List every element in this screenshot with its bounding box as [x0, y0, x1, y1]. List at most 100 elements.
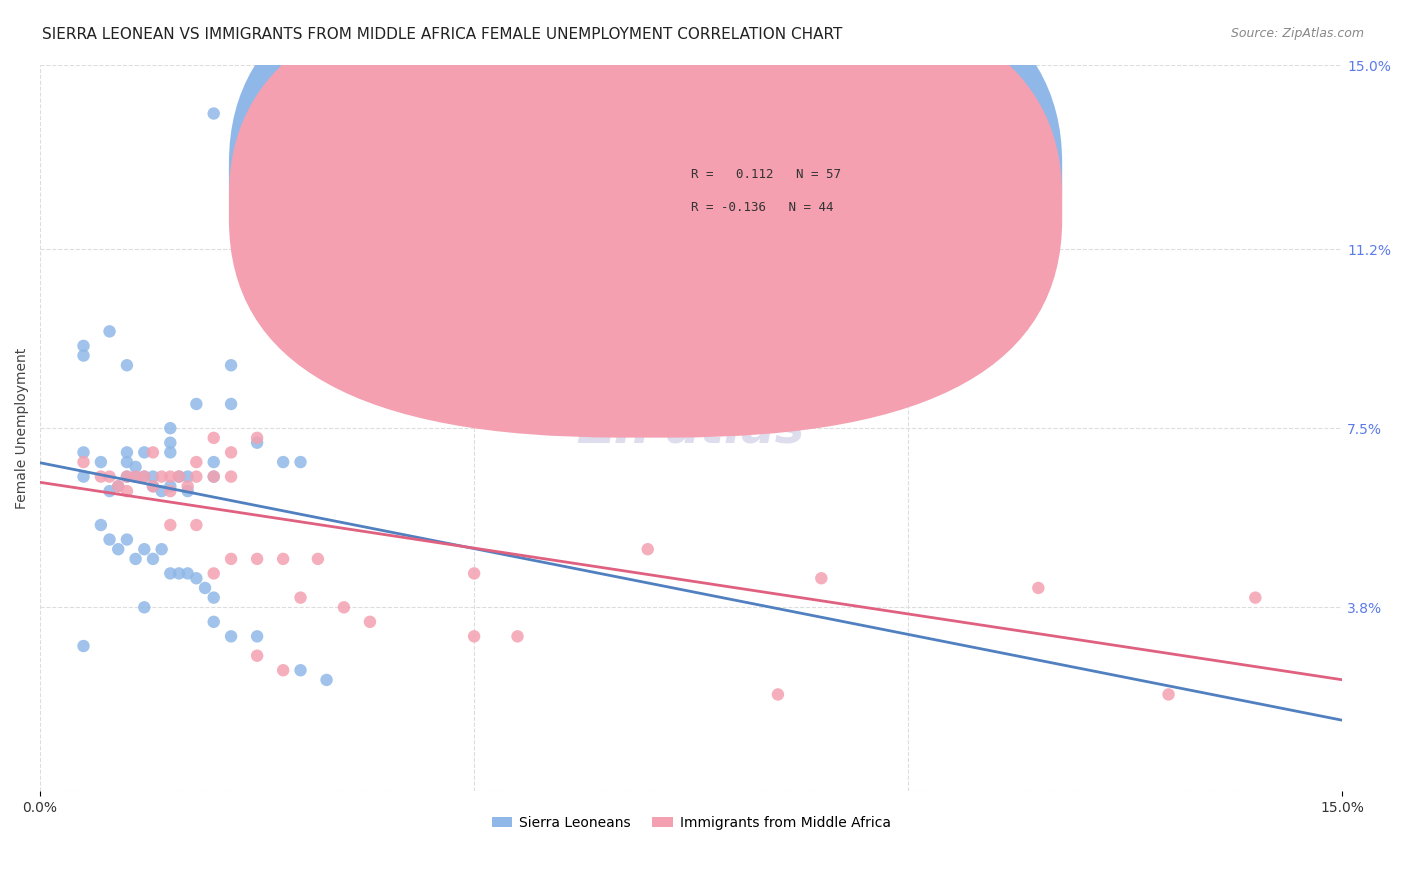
- Point: [159, 469, 181, 483]
- Point: [810, 571, 832, 585]
- Point: [159, 566, 181, 581]
- Point: [115, 445, 138, 459]
- Point: [219, 397, 242, 411]
- Point: [115, 484, 138, 499]
- Point: [290, 663, 312, 677]
- Point: [271, 552, 294, 566]
- Point: [463, 566, 485, 581]
- Point: [134, 469, 156, 483]
- Point: [359, 615, 381, 629]
- Point: [167, 469, 190, 483]
- Point: [186, 571, 208, 585]
- Point: [115, 469, 138, 483]
- Point: [1028, 581, 1050, 595]
- Point: [307, 552, 329, 566]
- Point: [150, 469, 173, 483]
- Point: [637, 542, 659, 557]
- Point: [90, 518, 112, 533]
- Point: [159, 484, 181, 499]
- Point: [202, 106, 225, 120]
- Point: [219, 552, 242, 566]
- Point: [219, 445, 242, 459]
- Point: [142, 552, 165, 566]
- Point: [98, 469, 121, 483]
- Point: [186, 469, 208, 483]
- Point: [72, 339, 94, 353]
- Point: [202, 469, 225, 483]
- Point: [186, 397, 208, 411]
- Point: [290, 591, 312, 605]
- Point: [72, 445, 94, 459]
- Legend: Sierra Leoneans, Immigrants from Middle Africa: Sierra Leoneans, Immigrants from Middle …: [486, 810, 896, 835]
- Text: ZIPatlas: ZIPatlas: [578, 404, 804, 452]
- Point: [219, 358, 242, 372]
- Point: [107, 479, 129, 493]
- Point: [124, 459, 146, 474]
- Point: [115, 533, 138, 547]
- Point: [315, 673, 337, 687]
- Point: [98, 324, 121, 338]
- Text: Source: ZipAtlas.com: Source: ZipAtlas.com: [1230, 27, 1364, 40]
- Point: [107, 479, 129, 493]
- Y-axis label: Female Unemployment: Female Unemployment: [15, 348, 30, 508]
- Point: [202, 431, 225, 445]
- Point: [186, 455, 208, 469]
- Point: [186, 518, 208, 533]
- Point: [107, 542, 129, 557]
- Point: [219, 629, 242, 643]
- Text: SIERRA LEONEAN VS IMMIGRANTS FROM MIDDLE AFRICA FEMALE UNEMPLOYMENT CORRELATION : SIERRA LEONEAN VS IMMIGRANTS FROM MIDDLE…: [42, 27, 842, 42]
- Point: [115, 455, 138, 469]
- Point: [150, 542, 173, 557]
- Point: [98, 533, 121, 547]
- Point: [72, 469, 94, 483]
- Point: [246, 155, 269, 169]
- Point: [115, 469, 138, 483]
- Point: [115, 358, 138, 372]
- Point: [167, 566, 190, 581]
- Point: [176, 484, 198, 499]
- Point: [98, 484, 121, 499]
- Point: [333, 600, 356, 615]
- Point: [134, 542, 156, 557]
- Point: [246, 435, 269, 450]
- Point: [142, 479, 165, 493]
- Point: [159, 479, 181, 493]
- Point: [271, 455, 294, 469]
- Point: [246, 648, 269, 663]
- Point: [176, 469, 198, 483]
- Point: [463, 203, 485, 218]
- Point: [90, 455, 112, 469]
- Point: [124, 469, 146, 483]
- Point: [159, 421, 181, 435]
- Point: [506, 629, 529, 643]
- Point: [202, 591, 225, 605]
- Text: R =   0.112   N = 57: R = 0.112 N = 57: [692, 169, 841, 181]
- Point: [176, 479, 198, 493]
- Point: [1244, 591, 1267, 605]
- Point: [194, 581, 217, 595]
- Point: [766, 688, 789, 702]
- Point: [159, 435, 181, 450]
- Point: [167, 469, 190, 483]
- FancyBboxPatch shape: [593, 145, 1036, 247]
- Point: [246, 629, 269, 643]
- Point: [124, 469, 146, 483]
- Point: [219, 469, 242, 483]
- Point: [134, 600, 156, 615]
- Point: [159, 445, 181, 459]
- Point: [202, 455, 225, 469]
- Point: [124, 552, 146, 566]
- Point: [142, 469, 165, 483]
- Point: [150, 484, 173, 499]
- Point: [72, 639, 94, 653]
- Point: [134, 445, 156, 459]
- Point: [271, 663, 294, 677]
- Point: [72, 455, 94, 469]
- Point: [1157, 688, 1180, 702]
- Point: [134, 469, 156, 483]
- Point: [142, 445, 165, 459]
- Point: [72, 349, 94, 363]
- Point: [290, 455, 312, 469]
- Point: [202, 615, 225, 629]
- Point: [246, 431, 269, 445]
